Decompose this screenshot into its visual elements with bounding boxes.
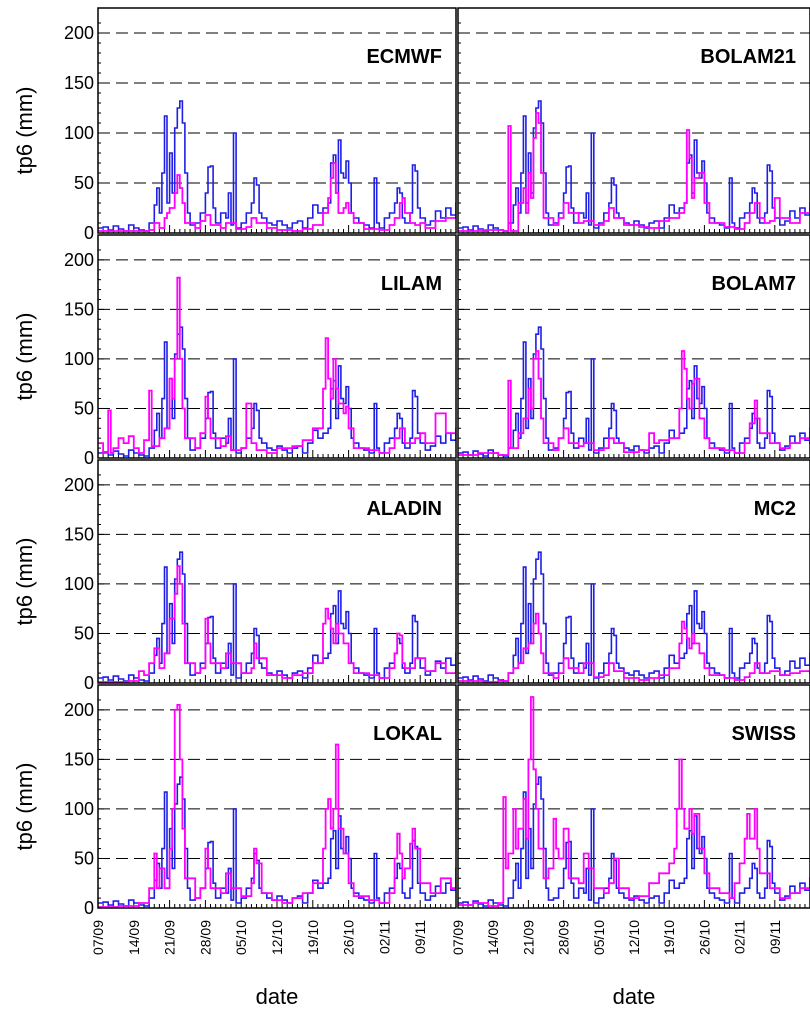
x-tick-label: 21/09 bbox=[520, 920, 536, 955]
observed-series-line bbox=[458, 326, 810, 457]
observed-series-line bbox=[98, 776, 456, 907]
x-tick-label: 05/10 bbox=[233, 920, 249, 955]
panel-bolam7: BOLAM7 bbox=[457, 234, 810, 459]
y-tick-label: 100 bbox=[64, 123, 94, 143]
panel-ecmwf: 0 50 100 150 200 ECMWF tp6 (mm) bbox=[12, 7, 457, 243]
model-series-line bbox=[98, 565, 456, 683]
model-series-line bbox=[98, 704, 456, 908]
x-tick-label: 02/11 bbox=[376, 920, 392, 954]
x-tick-label: 21/09 bbox=[162, 920, 178, 955]
x-tick-label: 09/11 bbox=[412, 920, 428, 954]
x-tick-label: 07/09 bbox=[90, 920, 106, 955]
y-tick-label: 150 bbox=[64, 73, 94, 93]
observed-series-line bbox=[458, 551, 810, 682]
x-tick-label: 28/09 bbox=[556, 920, 572, 955]
y-tick-label: 50 bbox=[74, 173, 94, 193]
y-axis-title: tp6 (mm) bbox=[12, 313, 37, 401]
model-series-line bbox=[98, 162, 456, 232]
series-group bbox=[98, 551, 456, 683]
model-series-line bbox=[458, 112, 810, 232]
y-tick-label: 150 bbox=[64, 524, 94, 544]
model-series-line bbox=[458, 696, 810, 907]
panel-frame bbox=[97, 684, 457, 909]
y-tick-label: 100 bbox=[64, 799, 94, 819]
panel-frame bbox=[97, 7, 457, 234]
series-group bbox=[458, 326, 810, 457]
panel-swiss: SWISS 07/09 14/09 21/09 28/09 05/10 12/10 19/10… bbox=[450, 684, 810, 1009]
observed-series-line bbox=[458, 100, 810, 232]
panel-frame bbox=[97, 234, 457, 459]
x-tick-label: 07/09 bbox=[450, 920, 466, 955]
y-tick-label: 200 bbox=[64, 23, 94, 43]
y-tick-label: 200 bbox=[64, 250, 94, 270]
panel-frame bbox=[97, 459, 457, 684]
x-tick-label: 26/10 bbox=[341, 920, 357, 955]
x-tick-label: 14/09 bbox=[126, 920, 142, 955]
panels-layer: 0 50 100 150 200 ECMWF tp6 (mm) BOLAM21 0 50 100 15… bbox=[12, 7, 810, 1009]
y-axis-title: tp6 (mm) bbox=[12, 87, 37, 175]
series-group bbox=[458, 551, 810, 683]
panel-frame bbox=[457, 459, 810, 684]
y-tick-label: 50 bbox=[74, 623, 94, 643]
panel-title: BOLAM21 bbox=[700, 46, 796, 68]
series-group bbox=[98, 276, 456, 457]
model-series-line bbox=[98, 276, 456, 454]
y-tick-label: 200 bbox=[64, 700, 94, 720]
y-tick-label: 50 bbox=[74, 848, 94, 868]
x-tick-label: 19/10 bbox=[305, 920, 321, 955]
x-tick-label: 02/11 bbox=[732, 920, 748, 954]
panel-title: LILAM bbox=[381, 273, 442, 295]
panel-title: SWISS bbox=[732, 723, 796, 745]
x-axis-title: date bbox=[613, 984, 656, 1009]
x-tick-label: 12/10 bbox=[269, 920, 285, 955]
panel-title: LOKAL bbox=[373, 723, 442, 745]
panel-title: ALADIN bbox=[366, 498, 442, 520]
panel-title: MC2 bbox=[754, 498, 796, 520]
observed-series-line bbox=[98, 100, 456, 232]
y-tick-label: 100 bbox=[64, 574, 94, 594]
x-tick-label: 05/10 bbox=[591, 920, 607, 955]
y-tick-label: 100 bbox=[64, 349, 94, 369]
y-axis-title: tp6 (mm) bbox=[12, 538, 37, 626]
x-tick-label: 26/10 bbox=[696, 920, 712, 955]
panel-title: ECMWF bbox=[366, 46, 442, 68]
y-axis-title: tp6 (mm) bbox=[12, 763, 37, 851]
panel-lokal: 0 50 100 150 200 LOKAL tp6 (mm) 07/09 14/09 21/09… bbox=[12, 684, 457, 1009]
y-tick-label: 150 bbox=[64, 749, 94, 769]
model-series-line bbox=[458, 350, 810, 456]
x-tick-label: 28/09 bbox=[197, 920, 213, 955]
x-tick-label: 09/11 bbox=[767, 920, 783, 954]
y-tick-label: 200 bbox=[64, 475, 94, 495]
panel-lilam: 0 50 100 150 200 LILAM tp6 (mm) bbox=[12, 234, 457, 468]
y-tick-label: 150 bbox=[64, 299, 94, 319]
observed-series-line bbox=[98, 551, 456, 682]
panel-frame bbox=[457, 7, 810, 234]
series-group bbox=[98, 704, 456, 908]
panel-mc2: MC2 bbox=[457, 459, 810, 684]
model-series-line bbox=[458, 612, 810, 683]
y-tick-label: 0 bbox=[84, 673, 94, 693]
y-tick-label: 0 bbox=[84, 448, 94, 468]
panel-title: BOLAM7 bbox=[712, 273, 796, 295]
series-group bbox=[98, 100, 456, 232]
observed-series-line bbox=[98, 326, 456, 457]
series-group bbox=[458, 696, 810, 907]
panel-frame bbox=[457, 234, 810, 459]
series-group bbox=[458, 100, 810, 232]
x-axis-title: date bbox=[256, 984, 299, 1009]
x-tick-label: 12/10 bbox=[626, 920, 642, 955]
y-tick-label: 0 bbox=[84, 898, 94, 918]
y-tick-label: 50 bbox=[74, 398, 94, 418]
panel-bolam21: BOLAM21 bbox=[457, 7, 810, 234]
x-tick-label: 19/10 bbox=[661, 920, 677, 955]
y-tick-label: 0 bbox=[84, 223, 94, 243]
x-tick-label: 14/09 bbox=[485, 920, 501, 955]
panel-aladin: 0 50 100 150 200 ALADIN tp6 (mm) bbox=[12, 459, 457, 693]
panel-frame bbox=[457, 684, 810, 909]
